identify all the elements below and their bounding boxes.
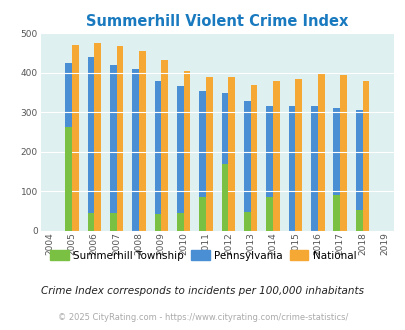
Bar: [177, 86, 183, 231]
Bar: [243, 101, 250, 231]
Bar: [339, 75, 346, 231]
Bar: [161, 60, 168, 231]
Bar: [72, 45, 79, 231]
Bar: [65, 63, 72, 231]
Bar: [228, 77, 234, 231]
Bar: [221, 93, 228, 231]
Bar: [183, 71, 190, 231]
Bar: [139, 51, 145, 231]
Bar: [266, 197, 273, 231]
Bar: [221, 164, 228, 231]
Bar: [205, 77, 212, 231]
Bar: [266, 106, 273, 231]
Bar: [317, 74, 324, 231]
Bar: [94, 43, 101, 231]
Bar: [132, 69, 139, 231]
Bar: [87, 57, 94, 231]
Bar: [110, 213, 116, 231]
Bar: [333, 108, 339, 231]
Bar: [199, 197, 205, 231]
Bar: [355, 211, 362, 231]
Bar: [154, 81, 161, 231]
Bar: [333, 195, 339, 231]
Bar: [295, 79, 301, 231]
Bar: [355, 110, 362, 231]
Bar: [362, 81, 368, 231]
Bar: [110, 65, 116, 231]
Legend: Summerhill Township, Pennsylvania, National: Summerhill Township, Pennsylvania, Natio…: [45, 246, 360, 265]
Text: Crime Index corresponds to incidents per 100,000 inhabitants: Crime Index corresponds to incidents per…: [41, 286, 364, 296]
Bar: [288, 106, 295, 231]
Bar: [154, 214, 161, 231]
Bar: [87, 213, 94, 231]
Bar: [199, 91, 205, 231]
Title: Summerhill Violent Crime Index: Summerhill Violent Crime Index: [86, 14, 347, 29]
Text: © 2025 CityRating.com - https://www.cityrating.com/crime-statistics/: © 2025 CityRating.com - https://www.city…: [58, 313, 347, 322]
Bar: [177, 213, 183, 231]
Bar: [65, 127, 72, 231]
Bar: [310, 106, 317, 231]
Bar: [243, 212, 250, 231]
Bar: [250, 85, 257, 231]
Bar: [116, 46, 123, 231]
Bar: [273, 81, 279, 231]
